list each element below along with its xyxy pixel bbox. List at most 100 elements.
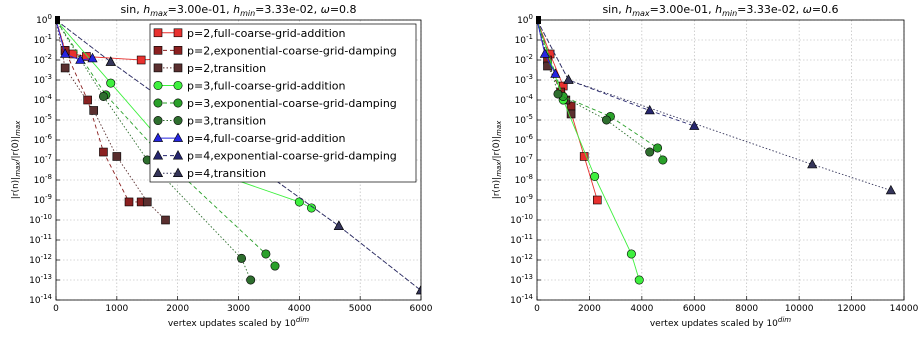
legend-marker: [152, 167, 164, 178]
legend-marker: [173, 46, 183, 55]
data-point: [294, 197, 304, 207]
data-point: [99, 147, 108, 157]
data-point: [634, 275, 644, 285]
series: [537, 20, 561, 78]
series-line: [537, 20, 650, 153]
data-point: [626, 249, 636, 259]
data-point: [579, 152, 589, 161]
right-chart: 0 2000 4000 6000 8000 10000 12000 14000 10-14 10-…: [492, 3, 919, 329]
legend-label: p=2,full-coarse-grid-addition: [187, 27, 346, 40]
y-tick-label: 10-4: [515, 93, 534, 106]
y-tick-label: 10-10: [510, 213, 533, 226]
legend: p=2,full-coarse-grid-addition p=2,exponen…: [149, 23, 417, 183]
series: [56, 20, 146, 207]
grid: [536, 19, 905, 301]
x-axis-label: vertex updates scaled by 10dim: [650, 316, 791, 329]
x-tick-label: 8000: [735, 304, 758, 314]
series-line: [537, 20, 892, 191]
legend-marker: [152, 132, 164, 142]
data-point: [807, 158, 818, 169]
data-point: [82, 52, 91, 61]
data-point: [112, 152, 122, 161]
legend-label: p=4,transition: [187, 167, 266, 180]
legend-label: p=2,transition: [187, 62, 266, 75]
y-tick-label: 10-13: [29, 273, 52, 286]
legend-label: p=3,transition: [187, 115, 266, 128]
legend-marker: [173, 116, 183, 126]
series: [537, 20, 700, 130]
legend-marker: [173, 28, 183, 38]
y-tick-label: 10-13: [510, 273, 533, 286]
data-point: [550, 68, 561, 78]
y-tick-label: 10-9: [515, 193, 533, 206]
series: [56, 20, 98, 64]
data-point: [563, 74, 574, 84]
legend-marker: [172, 167, 184, 178]
x-tick-label: 12000: [837, 304, 866, 314]
y-tick-label: 10-7: [515, 153, 533, 166]
legend-label: p=4,exponential-coarse-grid-damping: [187, 150, 397, 163]
series-line: [56, 20, 93, 61]
data-point: [885, 184, 896, 195]
data-point: [333, 220, 344, 230]
y-tick-label: 10-3: [515, 73, 533, 86]
series: [56, 20, 256, 285]
y-tick-label: 10-5: [34, 113, 52, 126]
data-point: [590, 171, 600, 181]
y-axis-label: |r(n)|max/|r(0)|max: [492, 120, 503, 199]
legend-marker: [152, 150, 164, 160]
y-tick-label: 10-3: [34, 73, 52, 86]
x-tick-label: 3000: [227, 304, 250, 314]
series: [537, 20, 655, 157]
y-tick-label: 10-10: [29, 213, 52, 226]
series-line: [537, 20, 695, 127]
x-tick-label: 1000: [105, 304, 128, 314]
legend-marker: [172, 150, 184, 160]
data-point: [83, 95, 92, 105]
y-tick-label: 10-2: [515, 53, 533, 66]
data-point: [592, 195, 602, 205]
x-tick-label: 0: [53, 304, 59, 314]
y-tick-label: 10-14: [29, 293, 52, 306]
data-point: [60, 63, 70, 73]
series-line: [537, 20, 664, 161]
x-tick-label: 10000: [785, 304, 814, 314]
data-point: [261, 249, 271, 259]
legend-marker: [153, 98, 163, 108]
data-point: [306, 203, 316, 213]
data-point: [270, 261, 280, 271]
legend-label: p=2,exponential-coarse-grid-damping: [187, 44, 397, 57]
legend-marker: [173, 80, 183, 90]
legend-label: p=3,exponential-coarse-grid-damping: [187, 97, 397, 110]
y-tick-label: 10-11: [510, 233, 533, 246]
legend-marker: [172, 132, 184, 142]
y-tick-label: 10-4: [34, 93, 53, 106]
data-point: [689, 120, 700, 130]
x-tick-label: 4000: [288, 304, 311, 314]
series-line: [56, 20, 421, 291]
data-point: [105, 56, 116, 66]
y-tick-label: 10-7: [34, 153, 52, 166]
chart-title: sin, hmax=3.00e-01, hmin=3.33e-02, ω=0.6: [602, 3, 838, 18]
legend-marker: [153, 28, 163, 38]
y-tick-label: 10-11: [29, 233, 52, 246]
data-point: [653, 143, 663, 153]
x-tick-label: 6000: [410, 304, 433, 314]
data-point: [136, 55, 146, 65]
legend-label: p=4,full-coarse-grid-addition: [187, 132, 346, 145]
data-point: [415, 284, 421, 295]
data-point: [98, 91, 108, 101]
x-tick-label: 14000: [890, 304, 919, 314]
legend-label: p=3,full-coarse-grid-addition: [187, 79, 346, 92]
legend-marker: [173, 98, 183, 108]
x-tick-label: 6000: [683, 304, 706, 314]
series: [537, 20, 896, 195]
y-axis-label: |r(n)|max/|r(0)|max: [11, 120, 22, 199]
x-tick-label: 2000: [578, 304, 601, 314]
x-tick-label: 4000: [630, 304, 653, 314]
legend-marker: [153, 116, 163, 126]
y-tick-label: 10-12: [510, 253, 533, 266]
data-point: [601, 115, 611, 125]
data-point: [124, 197, 134, 207]
data-point: [161, 215, 170, 225]
